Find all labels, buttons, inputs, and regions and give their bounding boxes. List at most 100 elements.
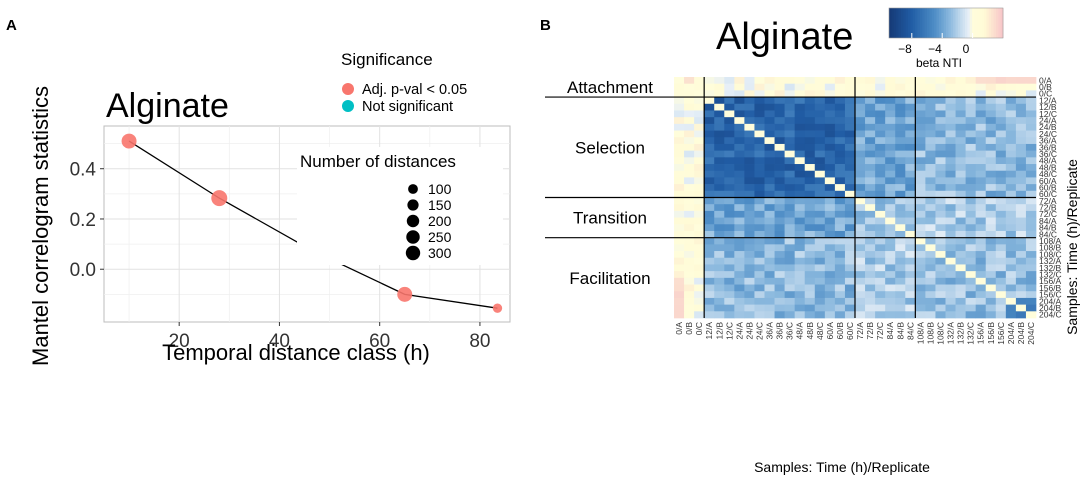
heatmap-cell	[814, 123, 826, 131]
chart-b-xlabel: Samples: Time (h)/Replicate	[754, 459, 930, 475]
heatmap-cell	[674, 190, 685, 198]
colorbar-segment	[993, 8, 997, 38]
heatmap-cell	[764, 164, 775, 172]
heatmap-cell	[754, 190, 765, 198]
heatmap-cell	[995, 184, 1007, 192]
heatmap-cell	[915, 311, 926, 319]
colorbar-segment	[1000, 8, 1004, 38]
heatmap-cell	[875, 230, 886, 239]
heatmap-cell	[895, 177, 906, 185]
heatmap-cell	[955, 237, 966, 245]
heatmap-cell	[1005, 284, 1017, 292]
heatmap-cell	[754, 77, 765, 85]
heatmap-cell	[694, 224, 705, 232]
heatmap-xtick-label: 36/C	[785, 322, 795, 340]
legend-size-label-100: 100	[428, 181, 452, 197]
heatmap-cell	[704, 210, 715, 218]
heatmap-cell	[955, 277, 966, 285]
colorbar-segment	[948, 8, 952, 38]
heatmap-cell	[935, 210, 946, 218]
heatmap-cell	[855, 110, 866, 118]
heatmap-cell	[975, 177, 987, 185]
heatmap-cell	[704, 277, 715, 285]
heatmap-cell	[834, 103, 846, 111]
colorbar-segment	[893, 8, 897, 38]
heatmap-cell	[895, 103, 906, 111]
heatmap-cell	[895, 244, 906, 252]
heatmap-cell	[915, 177, 926, 185]
heatmap-cell	[955, 204, 966, 212]
heatmap-cell	[734, 251, 745, 259]
heatmap-cell	[784, 197, 796, 205]
heatmap-ytick-label: 12/C	[1039, 109, 1057, 119]
heatmap-cell	[915, 184, 926, 192]
heatmap-cell	[945, 177, 956, 185]
heatmap-cell	[905, 184, 916, 192]
heatmap-cell	[975, 277, 987, 285]
heatmap-cell	[844, 244, 856, 252]
colorbar-segment	[941, 8, 945, 38]
heatmap-cell	[895, 190, 906, 198]
heatmap-cell	[975, 284, 987, 292]
heatmap-cells	[674, 77, 1037, 319]
heatmap-cell	[905, 110, 916, 118]
heatmap-cell	[925, 150, 936, 158]
heatmap-cell	[1015, 210, 1027, 218]
heatmap-cell	[895, 77, 906, 85]
heatmap-cell	[955, 137, 966, 145]
heatmap-cell	[945, 251, 956, 259]
heatmap-cell	[875, 271, 886, 279]
heatmap-ytick-label: 36/C	[1039, 149, 1057, 159]
heatmap-cell	[814, 311, 826, 319]
heatmap-xtick-label: 12/B	[714, 322, 724, 340]
heatmap-cell	[754, 237, 765, 245]
heatmap-cell	[935, 251, 946, 259]
heatmap-cell	[965, 251, 977, 259]
heatmap-cell	[985, 197, 997, 205]
heatmap-cell	[704, 264, 715, 272]
heatmap-cell	[814, 77, 826, 85]
heatmap-cell	[915, 277, 926, 285]
heatmap-cell	[794, 251, 806, 259]
heatmap-cell	[915, 110, 926, 118]
heatmap-cell	[784, 164, 796, 172]
heatmap-cell	[674, 311, 685, 319]
heatmap-cell	[1005, 224, 1017, 232]
heatmap-cell	[674, 217, 685, 225]
heatmap-cell	[794, 204, 806, 212]
heatmap-cell	[915, 90, 926, 98]
heatmap-cell	[1025, 204, 1037, 212]
heatmap-ytick-label: 48/B	[1039, 162, 1057, 172]
heatmap-cell	[824, 230, 836, 239]
heatmap-cell	[724, 291, 735, 299]
heatmap-cell	[985, 103, 997, 111]
heatmap-cell	[704, 90, 715, 98]
heatmap-cell	[684, 137, 695, 145]
heatmap-cell	[985, 90, 997, 98]
heatmap-cell	[925, 210, 936, 218]
heatmap-cell	[774, 103, 785, 111]
heatmap-cell	[844, 291, 856, 299]
heatmap-cell	[674, 291, 685, 299]
heatmap-cell	[975, 197, 987, 205]
heatmap-cell	[724, 217, 735, 225]
heatmap-cell	[784, 137, 796, 145]
heatmap-cell	[855, 150, 866, 158]
heatmap-cell	[844, 170, 856, 178]
heatmap-cell	[935, 277, 946, 285]
heatmap-cell	[995, 311, 1007, 319]
colorbar-segment	[943, 8, 947, 38]
heatmap-cell	[865, 170, 876, 178]
heatmap-cell	[844, 271, 856, 279]
legend-size-marker	[406, 230, 420, 244]
heatmap-cell	[734, 237, 745, 245]
heatmap-cell	[855, 284, 866, 292]
heatmap-cell	[684, 291, 695, 299]
heatmap-cell	[764, 90, 775, 98]
colorbar-segment	[957, 8, 961, 38]
heatmap-cell	[744, 217, 755, 225]
heatmap-cell	[935, 311, 946, 319]
heatmap-cell	[875, 304, 886, 312]
heatmap-cell	[674, 117, 685, 125]
heatmap-cell	[774, 123, 785, 131]
